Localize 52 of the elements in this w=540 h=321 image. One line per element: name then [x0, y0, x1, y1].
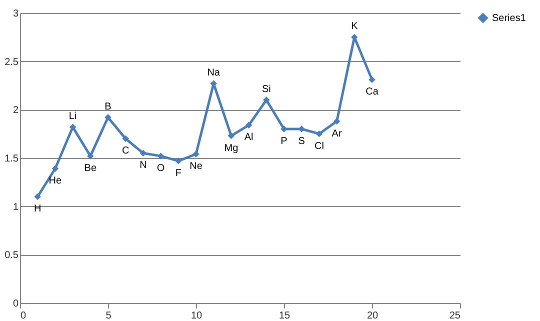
x-tick-label: 0 — [20, 310, 26, 321]
annotation: Ar — [332, 128, 342, 140]
y-tick-label: 2 — [12, 105, 19, 116]
point — [52, 165, 59, 172]
x-tick-label: 20 — [366, 310, 378, 321]
point — [245, 122, 252, 128]
annotation: Be — [84, 163, 97, 174]
annotation: B — [104, 101, 112, 112]
point — [298, 126, 305, 132]
point — [69, 124, 76, 130]
annotation: H — [34, 204, 42, 215]
x-tick-label: 10 — [190, 310, 202, 321]
point — [122, 135, 129, 142]
y-tick-label: 2.5 — [4, 56, 19, 68]
y-tick-label: 0.5 — [4, 250, 19, 262]
y-tick-label: 0 — [12, 298, 19, 310]
annotation: S — [298, 136, 306, 147]
x-tick-label: 15 — [278, 310, 290, 321]
point — [87, 152, 94, 160]
annotation: Cl — [314, 140, 324, 152]
y-tick-label: 3 — [12, 8, 19, 20]
annotation: C — [122, 146, 130, 157]
annotation: Al — [244, 132, 254, 144]
point — [333, 118, 340, 125]
point — [316, 130, 323, 138]
y-tick-label: 1 — [12, 202, 19, 213]
point — [280, 126, 288, 132]
annotation: F — [175, 168, 182, 179]
annotation: Ne — [190, 161, 203, 172]
annotation: K — [351, 21, 358, 32]
y-tick-label: 1.5 — [4, 154, 19, 164]
point — [192, 150, 200, 158]
point — [228, 132, 235, 140]
annotation: P — [280, 136, 288, 147]
point — [157, 152, 164, 160]
annotation: Ca — [366, 86, 379, 98]
annotation: Na — [207, 68, 220, 79]
annotation: N — [140, 160, 147, 172]
point — [175, 158, 182, 164]
legend-label: Series1 — [492, 13, 526, 24]
annotation: Li — [68, 111, 77, 122]
x-tick-label: 25 — [449, 310, 461, 321]
point — [34, 193, 41, 200]
point — [140, 150, 147, 157]
point — [263, 96, 270, 104]
annotation: O — [156, 163, 165, 174]
annotation: He — [48, 176, 62, 187]
annotation: Si — [262, 84, 271, 95]
annotation: Mg — [224, 142, 238, 154]
point — [368, 76, 376, 84]
point — [104, 114, 112, 121]
x-tick-label: 5 — [106, 310, 112, 321]
